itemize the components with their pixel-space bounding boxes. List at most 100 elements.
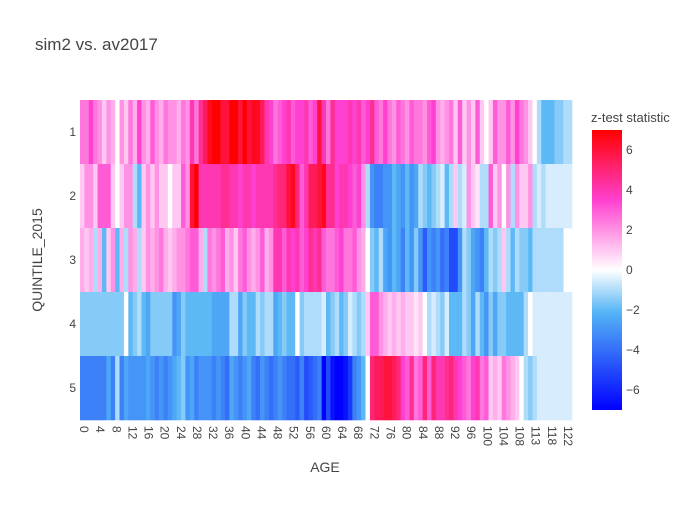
- heatmap-cell: [492, 356, 498, 421]
- heatmap-cell: [308, 164, 314, 229]
- heatmap-cell: [519, 100, 524, 165]
- heatmap-cell: [141, 356, 147, 421]
- heatmap-cell: [128, 356, 134, 421]
- heatmap-cell: [427, 292, 432, 357]
- heatmap-cell: [567, 292, 573, 357]
- heatmap-cell: [405, 100, 410, 165]
- heatmap-cell: [268, 164, 274, 229]
- heatmap-cell: [106, 228, 112, 293]
- heatmap-cell: [541, 228, 546, 293]
- heatmap-cell: [506, 164, 511, 229]
- heatmap-cell: [466, 100, 472, 165]
- heatmap-cell: [409, 292, 415, 357]
- heatmap-cell: [418, 100, 423, 165]
- heatmap-cell: [400, 100, 406, 165]
- heatmap-cell: [260, 292, 265, 357]
- x-tick-label: 76: [384, 426, 398, 440]
- heatmap-cell: [308, 100, 314, 165]
- heatmap-cell: [326, 228, 331, 293]
- x-tick-label: 52: [287, 426, 301, 440]
- heatmap-cell: [506, 292, 511, 357]
- heatmap-cell: [479, 356, 485, 421]
- heatmap-cell: [123, 100, 129, 165]
- heatmap-cell: [220, 100, 226, 165]
- heatmap-cell: [339, 164, 344, 229]
- heatmap-cell: [449, 228, 454, 293]
- heatmap-cell: [330, 356, 336, 421]
- heatmap-cell: [352, 292, 358, 357]
- heatmap-cell: [321, 292, 327, 357]
- heatmap-cell: [440, 292, 445, 357]
- heatmap-cell: [123, 356, 129, 421]
- heatmap-cell: [132, 228, 138, 293]
- heatmap-cell: [435, 164, 441, 229]
- heatmap-cell: [563, 164, 568, 229]
- heatmap-cell: [251, 356, 257, 421]
- heatmap-cell: [501, 228, 507, 293]
- heatmap-cell: [422, 100, 428, 165]
- heatmap-cell: [383, 356, 388, 421]
- heatmap-cell: [312, 164, 318, 229]
- heatmap-cell: [554, 228, 560, 293]
- heatmap-cell: [207, 164, 213, 229]
- heatmap-cell: [277, 228, 283, 293]
- heatmap-cell: [554, 292, 560, 357]
- heatmap-cell: [405, 356, 410, 421]
- heatmap-cell: [264, 164, 270, 229]
- heatmap-cell: [141, 164, 147, 229]
- x-tick-label: 88: [432, 426, 446, 440]
- heatmap-cell: [101, 228, 107, 293]
- heatmap-cell: [246, 164, 252, 229]
- heatmap-cell: [528, 356, 533, 421]
- heatmap-cell: [198, 228, 204, 293]
- heatmap-cell: [290, 292, 296, 357]
- heatmap-cell: [492, 228, 498, 293]
- heatmap-cell: [470, 292, 476, 357]
- y-tick-label: 5: [69, 381, 76, 395]
- heatmap-cell: [519, 292, 524, 357]
- heatmap-cell: [110, 292, 116, 357]
- heatmap-cell: [299, 228, 305, 293]
- heatmap-cell: [246, 228, 252, 293]
- heatmap-cell: [514, 164, 520, 229]
- heatmap-cell: [150, 292, 155, 357]
- heatmap-cell: [123, 292, 129, 357]
- heatmap-cell: [444, 228, 450, 293]
- heatmap-cell: [277, 164, 283, 229]
- heatmap-cell: [312, 228, 318, 293]
- heatmap-cell: [532, 228, 538, 293]
- heatmap-cell: [154, 292, 160, 357]
- heatmap-cell: [176, 292, 182, 357]
- heatmap-cell: [343, 356, 349, 421]
- heatmap-cell: [326, 100, 331, 165]
- heatmap-cell: [260, 164, 265, 229]
- heatmap-cell: [282, 228, 287, 293]
- heatmap-cell: [88, 100, 94, 165]
- heatmap-cell: [238, 164, 243, 229]
- x-tick-label: 84: [416, 426, 430, 440]
- heatmap-cell: [563, 100, 568, 165]
- heatmap-cell: [211, 292, 217, 357]
- heatmap-cell: [488, 228, 494, 293]
- heatmap-cell: [181, 228, 186, 293]
- heatmap-cell: [246, 356, 252, 421]
- heatmap-cell: [462, 100, 467, 165]
- heatmap-cell: [361, 100, 366, 165]
- x-tick-label: 96: [464, 426, 478, 440]
- heatmap-cell: [242, 100, 248, 165]
- heatmap-cell: [312, 100, 318, 165]
- heatmap-cell: [488, 100, 494, 165]
- heatmap-cell: [233, 356, 239, 421]
- heatmap-cell: [356, 164, 362, 229]
- heatmap-cell: [185, 292, 191, 357]
- heatmap-cell: [352, 164, 358, 229]
- heatmap-cell: [444, 292, 450, 357]
- heatmap-cell: [422, 292, 428, 357]
- heatmap-cell: [396, 356, 401, 421]
- heatmap-cell: [198, 164, 204, 229]
- heatmap-cell: [374, 292, 380, 357]
- heatmap-cell: [361, 356, 366, 421]
- heatmap-cell: [97, 228, 103, 293]
- heatmap-cell: [106, 100, 112, 165]
